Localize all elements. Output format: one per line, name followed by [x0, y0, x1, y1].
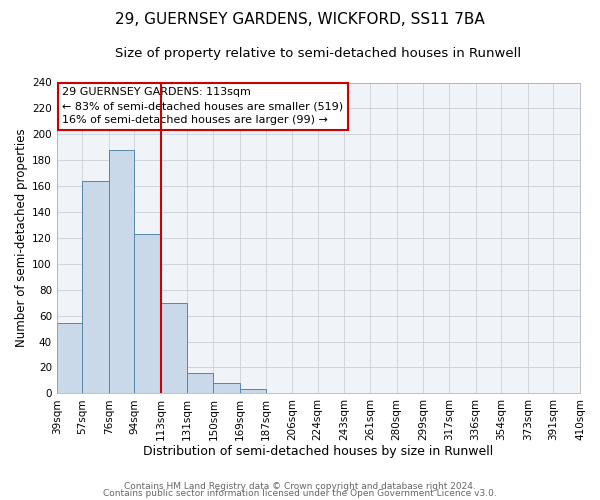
Text: 29, GUERNSEY GARDENS, WICKFORD, SS11 7BA: 29, GUERNSEY GARDENS, WICKFORD, SS11 7BA	[115, 12, 485, 28]
X-axis label: Distribution of semi-detached houses by size in Runwell: Distribution of semi-detached houses by …	[143, 444, 494, 458]
Text: Contains public sector information licensed under the Open Government Licence v3: Contains public sector information licen…	[103, 488, 497, 498]
Y-axis label: Number of semi-detached properties: Number of semi-detached properties	[15, 128, 28, 347]
Bar	[187, 372, 214, 394]
Bar	[57, 324, 82, 394]
Bar	[240, 390, 266, 394]
Bar	[214, 383, 240, 394]
Text: Contains HM Land Registry data © Crown copyright and database right 2024.: Contains HM Land Registry data © Crown c…	[124, 482, 476, 491]
Text: 29 GUERNSEY GARDENS: 113sqm
← 83% of semi-detached houses are smaller (519)
16% : 29 GUERNSEY GARDENS: 113sqm ← 83% of sem…	[62, 87, 343, 125]
Bar	[134, 234, 161, 394]
Bar	[82, 181, 109, 394]
Bar	[161, 302, 187, 394]
Title: Size of property relative to semi-detached houses in Runwell: Size of property relative to semi-detach…	[115, 48, 521, 60]
Bar	[109, 150, 134, 394]
